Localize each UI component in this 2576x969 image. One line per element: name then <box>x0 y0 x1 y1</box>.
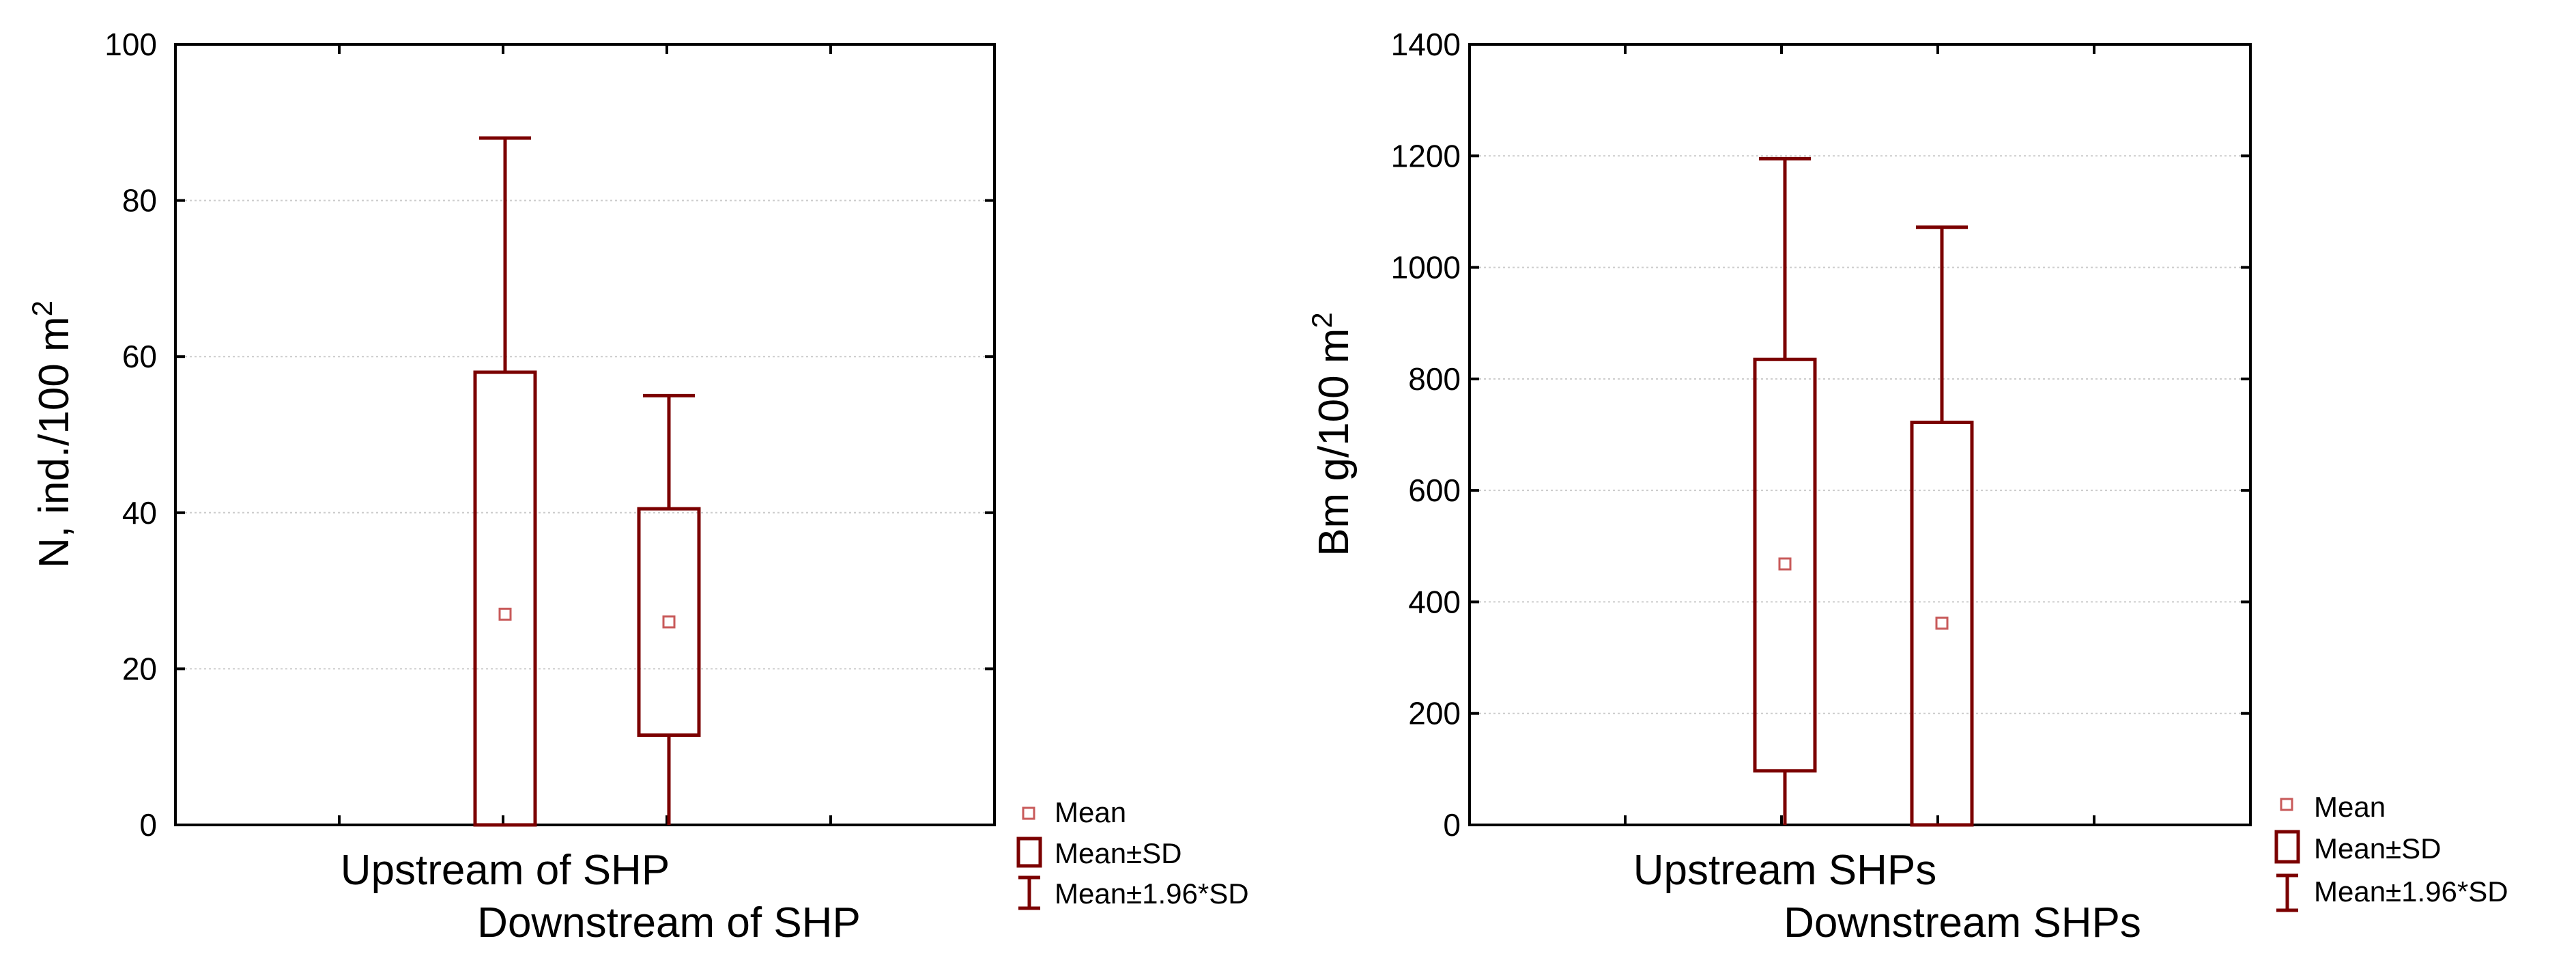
sd-box <box>1910 421 1974 827</box>
grid-lines <box>1470 155 2250 714</box>
legend-sd-marker <box>2274 830 2300 864</box>
y-tick-label: 0 <box>139 807 157 843</box>
y-tick-label: 1400 <box>1391 27 1461 62</box>
y-tick-label: 600 <box>1408 473 1461 508</box>
y-ticks: 0 200 400 600 800 1000 1200 1400 <box>1391 27 2250 843</box>
x-ticks <box>1624 44 2095 825</box>
y-tick-label: 40 <box>122 495 157 531</box>
y-tick-label: 400 <box>1408 584 1461 619</box>
category-label-downstream: Downstream of SHP <box>477 899 861 946</box>
sd-box <box>637 507 701 738</box>
x-ticks <box>338 44 832 825</box>
legend-sd-label: Mean±SD <box>2314 832 2441 865</box>
y-tick-label: 0 <box>1443 807 1461 843</box>
grid-lines <box>175 199 994 670</box>
y-tick-label: 20 <box>122 651 157 686</box>
category-label-upstream: Upstream SHPs <box>1633 847 1936 894</box>
sd-box <box>1753 357 1817 773</box>
legend-mean-marker <box>1022 806 1035 820</box>
y-axis-label-superscript: 2 <box>1306 312 1338 328</box>
y-tick-label: 1200 <box>1391 138 1461 173</box>
y-axis-label: Bm g/100 m2 <box>1306 312 1358 557</box>
y-tick-label: 200 <box>1408 696 1461 731</box>
plot-frame <box>1468 43 2252 826</box>
y-axis-label-text: Bm g/100 m <box>1311 328 1358 557</box>
chart-panel-1: 0 20 40 60 80 100 N, ind./100 m2 Upstream of … <box>26 27 1249 946</box>
mean-marker <box>1778 557 1792 571</box>
y-axis-label-superscript: 2 <box>26 300 58 316</box>
y-ticks: 0 20 40 60 80 100 <box>104 27 994 843</box>
legend-ci-label: Mean±1.96*SD <box>2314 875 2508 908</box>
mean-marker <box>498 607 512 621</box>
legend-ci-marker <box>2276 873 2298 912</box>
legend-ci-marker <box>1018 875 1040 910</box>
mean-marker <box>1935 616 1949 630</box>
sd-box <box>473 370 537 827</box>
y-tick-label: 60 <box>122 339 157 374</box>
y-tick-label: 800 <box>1408 361 1461 397</box>
box-marks <box>473 136 701 827</box>
category-label-downstream: Downstream SHPs <box>1784 899 2141 946</box>
legend-ci-label: Mean±1.96*SD <box>1055 877 1249 910</box>
legend-mean-marker <box>2280 798 2293 811</box>
y-axis-label-text: N, ind./100 m <box>31 316 78 568</box>
legend-sd-label: Mean±SD <box>1055 837 1182 869</box>
y-tick-label: 80 <box>122 183 157 219</box>
legend: Mean Mean±SD Mean±1.96*SD <box>2274 791 2508 912</box>
legend-mean-label: Mean <box>2314 791 2386 823</box>
y-tick-label: 1000 <box>1391 250 1461 285</box>
y-axis-label: N, ind./100 m2 <box>26 300 78 568</box>
legend-mean-label: Mean <box>1055 796 1126 828</box>
chart-panel-2: 0 200 400 600 800 1000 1200 1400 Bm g/100 m2 Up… <box>1306 27 2508 946</box>
legend-sd-marker <box>1016 837 1042 868</box>
y-tick-label: 100 <box>104 27 157 62</box>
mean-marker <box>662 615 676 629</box>
box-marks <box>1753 156 1974 827</box>
legend: Mean Mean±SD Mean±1.96*SD <box>1016 796 1249 910</box>
category-label-upstream: Upstream of SHP <box>341 847 670 894</box>
plot-frame <box>174 43 996 826</box>
